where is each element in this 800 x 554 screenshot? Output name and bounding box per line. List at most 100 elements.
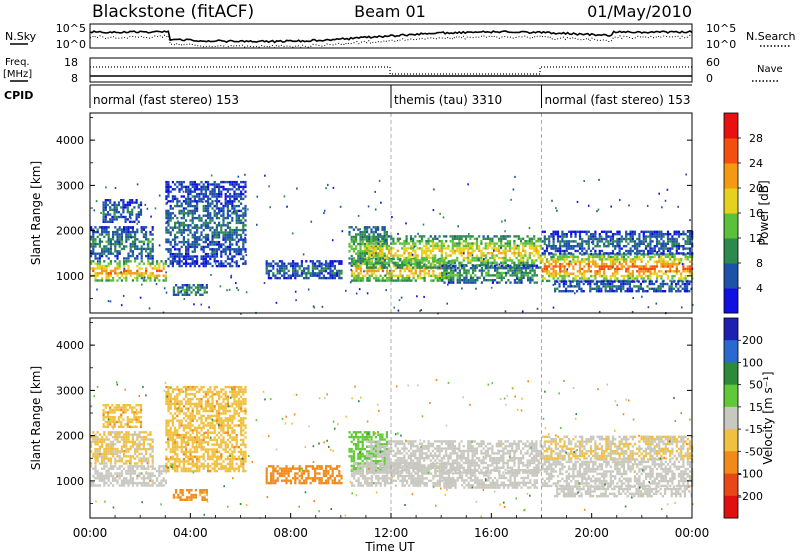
scatter-cell [136,279,139,282]
scatter-cell [636,265,639,268]
scatter-cell [598,235,601,238]
scatter-cell [664,247,667,250]
scatter-cell [145,467,148,470]
scatter-cell [483,279,486,282]
scatter-cell [394,254,397,257]
scatter-cell [106,411,110,414]
scatter-cell [609,277,612,280]
scatter-cell [169,233,172,237]
scatter-cell [430,262,433,265]
scatter-cell [185,262,188,265]
scatter-cell [465,276,468,279]
scatter-cell [511,274,514,277]
scatter-cell [131,235,134,239]
scatter-cell [134,447,137,451]
scatter-cell [480,271,483,275]
scatter-cell [202,221,205,225]
scatter-cell [482,252,485,255]
scatter-cell [193,197,196,201]
scatter-cell [600,240,604,243]
scatter-cell [120,247,123,251]
scatter-cell [131,199,134,202]
scatter-cell [118,260,121,263]
scatter-cell [528,242,531,245]
scatter-cell [609,258,612,261]
scatter-cell [585,242,588,245]
scatter-cell [414,249,417,252]
scatter-cell [104,220,107,223]
scatter-cell [224,224,227,227]
scatter-cell [115,206,118,209]
scatter-cell [370,228,373,231]
scatter-cell [642,242,645,245]
scatter-cell [675,290,678,293]
scatter-cell [578,230,582,233]
scatter-cell [331,264,334,268]
scatter-cell [387,252,391,255]
scatter-cell [677,242,681,245]
scatter-cell [103,235,106,239]
scatter-cell [134,481,137,485]
scatter-cell [425,256,428,260]
scatter-cell [622,260,626,263]
scatter-cell [423,256,426,260]
scatter-cell [524,266,526,269]
scatter-cell [578,245,582,248]
scatter-cell [600,262,604,266]
scatter-cell [434,235,437,238]
scatter-cell [583,272,586,275]
scatter-cell [502,256,505,260]
scatter-cell [235,282,237,285]
scatter-cell [162,467,165,470]
scatter-cell [539,240,542,243]
scatter-cell [469,237,472,240]
beam-title: Beam 01 [354,2,426,21]
scatter-cell [607,258,610,261]
scatter-cell [115,218,118,221]
scatter-cell [382,257,384,260]
scatter-cell [120,413,123,416]
scatter-cell [558,290,561,293]
scatter-cell [204,226,207,229]
scatter-cell [331,260,334,263]
scatter-cell [688,272,692,275]
scatter-cell [123,445,126,448]
scatter-cell [629,258,632,261]
scatter-cell [350,264,353,267]
scatter-cell [149,257,152,260]
scatter-cell [123,267,126,270]
scatter-cell [167,190,170,193]
scatter-cell [611,233,615,236]
scatter-cell [131,455,134,458]
scatter-cell [567,245,571,248]
scatter-cell [561,249,564,253]
scatter-cell [467,256,470,260]
scatter-cell [627,237,630,241]
scatter-cell [285,267,288,270]
scatter-cell [123,230,126,234]
scatter-cell [611,287,614,290]
scatter-cell [550,252,553,255]
scatter-cell [666,242,670,245]
scatter-cell [205,291,208,294]
scatter-cell [431,242,435,245]
scatter-cell [633,277,637,280]
scatter-cell [450,279,453,282]
scatter-cell [167,257,170,261]
scatter-cell [572,258,575,261]
scatter-cell [427,247,430,250]
scatter-cell [117,203,121,207]
scatter-cell [583,260,586,263]
scatter-cell [185,264,188,268]
scatter-cell [450,271,453,275]
scatter-cell [550,235,553,238]
scatter-cell [212,235,214,238]
scatter-cell [98,455,101,458]
scatter-cell [633,262,637,266]
colorbar-swatch [724,288,738,314]
scatter-cell [647,277,650,280]
scatter-cell [94,245,97,248]
scatter-cell [191,250,194,253]
scatter-cell [644,247,648,250]
scatter-cell [101,272,104,275]
